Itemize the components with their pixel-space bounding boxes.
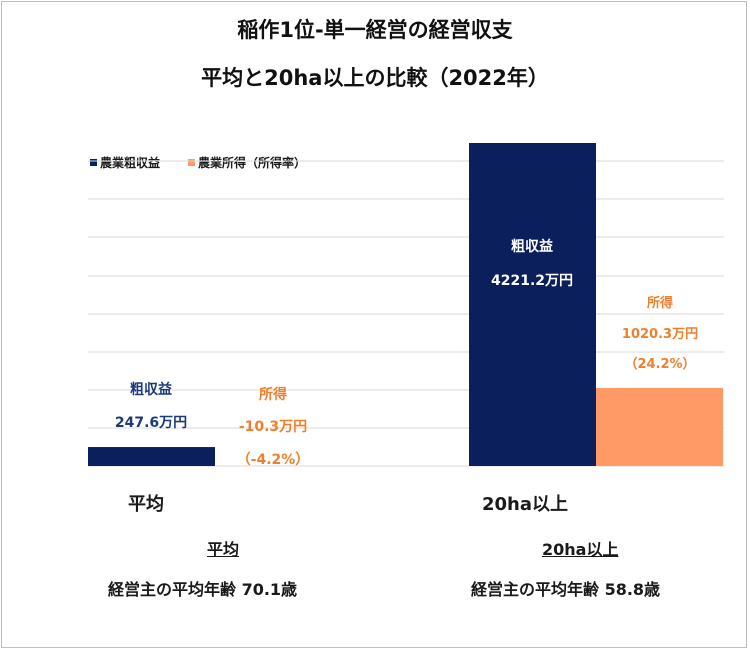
avg-income-name: 所得	[259, 386, 287, 403]
big-income-rate: （24.2%）	[624, 356, 695, 372]
avg-income-rate: （-4.2%）	[237, 452, 310, 468]
bar-gross-20ha	[469, 143, 596, 466]
legend-item-gross: 農業粗収益	[90, 154, 160, 171]
bars	[88, 143, 723, 466]
bar-gross-average	[88, 447, 215, 466]
big-gross-value: 4221.2万円	[491, 273, 573, 289]
legend-swatch-income	[188, 159, 196, 166]
legend-label-gross: 農業粗収益	[100, 156, 161, 170]
chart-title-line1: 稲作1位-単一経営の経営収支	[237, 18, 513, 42]
legend-label-income: 農業所得（所得率）	[198, 156, 307, 170]
avg-income-value: -10.3万円	[239, 419, 307, 435]
avg-gross-value: 247.6万円	[115, 415, 187, 431]
legend-item-income: 農業所得（所得率）	[188, 154, 306, 171]
footer-age-average: 経営主の平均年齢 70.1歳	[108, 580, 298, 599]
avg-gross-name: 粗収益	[130, 381, 172, 398]
bar-income-20ha	[596, 387, 723, 466]
chart-title-line2: 平均と20ha以上の比較（2022年）	[201, 66, 549, 90]
legend: 農業粗収益 農業所得（所得率）	[90, 154, 306, 171]
big-gross-name: 粗収益	[511, 238, 553, 255]
footer-heading-20ha: 20ha以上	[542, 540, 619, 559]
big-income-value: 1020.3万円	[622, 327, 698, 342]
category-label-20ha: 20ha以上	[482, 494, 569, 515]
big-income-name: 所得	[647, 295, 673, 311]
legend-swatch-gross	[90, 159, 97, 166]
footer-heading-average: 平均	[207, 540, 240, 559]
category-label-average: 平均	[128, 494, 164, 515]
footer-age-20ha: 経営主の平均年齢 58.8歳	[471, 580, 661, 599]
